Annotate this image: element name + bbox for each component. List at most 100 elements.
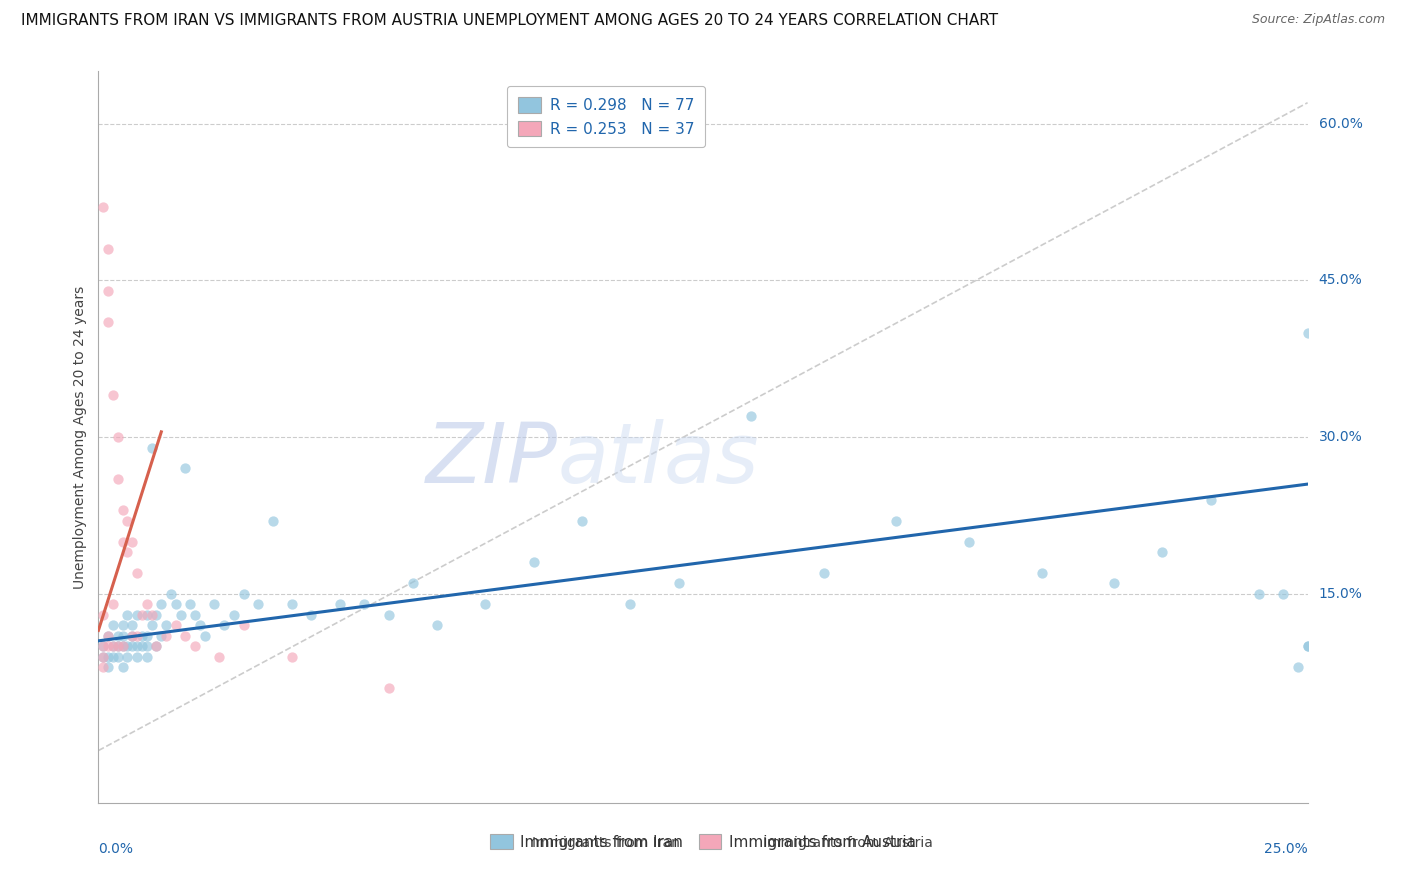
Point (155, 629, 177, 643)
Point (127, 566, 149, 580)
Point (1296, 639, 1319, 653)
Point (135, 629, 157, 643)
Text: 15.0%: 15.0% (1319, 587, 1362, 601)
Point (101, 597, 124, 611)
Point (141, 618, 163, 632)
Point (886, 514, 908, 528)
Point (97, 660, 120, 674)
Point (377, 607, 399, 622)
Y-axis label: Unemployment Among Ages 20 to 24 years: Unemployment Among Ages 20 to 24 years (73, 285, 87, 589)
Point (141, 607, 163, 622)
Point (107, 649, 129, 664)
Point (194, 629, 217, 643)
Point (188, 618, 211, 632)
Point (91, 649, 114, 664)
Point (299, 607, 322, 622)
Point (174, 461, 197, 475)
Point (107, 472, 129, 486)
Point (117, 607, 139, 622)
Point (1031, 566, 1053, 580)
Text: ZIP: ZIP (426, 418, 558, 500)
Point (169, 607, 191, 622)
Point (97, 629, 120, 643)
Point (131, 607, 153, 622)
Point (127, 629, 149, 643)
Point (957, 534, 980, 549)
Point (1296, 639, 1319, 653)
Point (101, 618, 124, 632)
Point (619, 597, 641, 611)
Point (135, 639, 157, 653)
Point (91, 200, 114, 214)
Point (97, 242, 120, 256)
Point (107, 430, 129, 444)
Point (141, 441, 163, 455)
Point (121, 639, 143, 653)
Point (111, 660, 134, 674)
Point (91, 639, 114, 653)
Point (111, 639, 134, 653)
Point (571, 514, 593, 528)
Point (131, 639, 153, 653)
Point (184, 639, 207, 653)
Point (97, 639, 120, 653)
Point (165, 618, 187, 632)
Point (91, 607, 114, 622)
Point (91, 660, 114, 674)
Text: atlas: atlas (558, 418, 759, 500)
Point (1102, 576, 1125, 591)
Point (117, 545, 139, 559)
Point (184, 607, 207, 622)
Point (1249, 587, 1271, 601)
Point (127, 639, 149, 653)
Legend: Immigrants from Iran, Immigrants from Austria: Immigrants from Iran, Immigrants from Au… (482, 826, 924, 857)
Point (145, 639, 167, 653)
Point (1286, 660, 1309, 674)
Point (107, 629, 129, 643)
Point (145, 639, 167, 653)
Point (740, 409, 762, 424)
Point (131, 629, 153, 643)
Point (1152, 545, 1174, 559)
Point (150, 597, 173, 611)
Point (111, 639, 134, 653)
Text: 25.0%: 25.0% (1264, 842, 1308, 855)
Text: Immigrants from Iran: Immigrants from Iran (533, 836, 681, 850)
Point (813, 566, 835, 580)
Point (117, 639, 139, 653)
Point (377, 681, 399, 695)
Point (281, 597, 304, 611)
Point (474, 597, 496, 611)
Text: 60.0%: 60.0% (1319, 117, 1362, 130)
Point (117, 514, 139, 528)
Point (101, 649, 124, 664)
Point (262, 514, 284, 528)
Text: 45.0%: 45.0% (1319, 273, 1362, 287)
Point (121, 618, 143, 632)
Point (1199, 492, 1222, 507)
Point (107, 639, 129, 653)
Text: Immigrants from Austria: Immigrants from Austria (763, 836, 934, 850)
Point (247, 597, 270, 611)
Point (222, 607, 245, 622)
Point (208, 649, 231, 664)
Point (91, 649, 114, 664)
Point (1272, 587, 1295, 601)
Point (97, 284, 120, 298)
Point (232, 587, 254, 601)
Point (127, 649, 149, 664)
Point (179, 597, 201, 611)
Point (353, 597, 375, 611)
Point (212, 618, 235, 632)
Point (145, 607, 167, 622)
Text: 30.0%: 30.0% (1319, 430, 1362, 444)
Point (426, 618, 449, 632)
Text: Source: ZipAtlas.com: Source: ZipAtlas.com (1251, 13, 1385, 27)
Point (91, 639, 114, 653)
Text: IMMIGRANTS FROM IRAN VS IMMIGRANTS FROM AUSTRIA UNEMPLOYMENT AMONG AGES 20 TO 24: IMMIGRANTS FROM IRAN VS IMMIGRANTS FROM … (21, 13, 998, 29)
Point (329, 597, 352, 611)
Point (97, 629, 120, 643)
Point (101, 639, 124, 653)
Point (135, 649, 157, 664)
Point (111, 503, 134, 517)
